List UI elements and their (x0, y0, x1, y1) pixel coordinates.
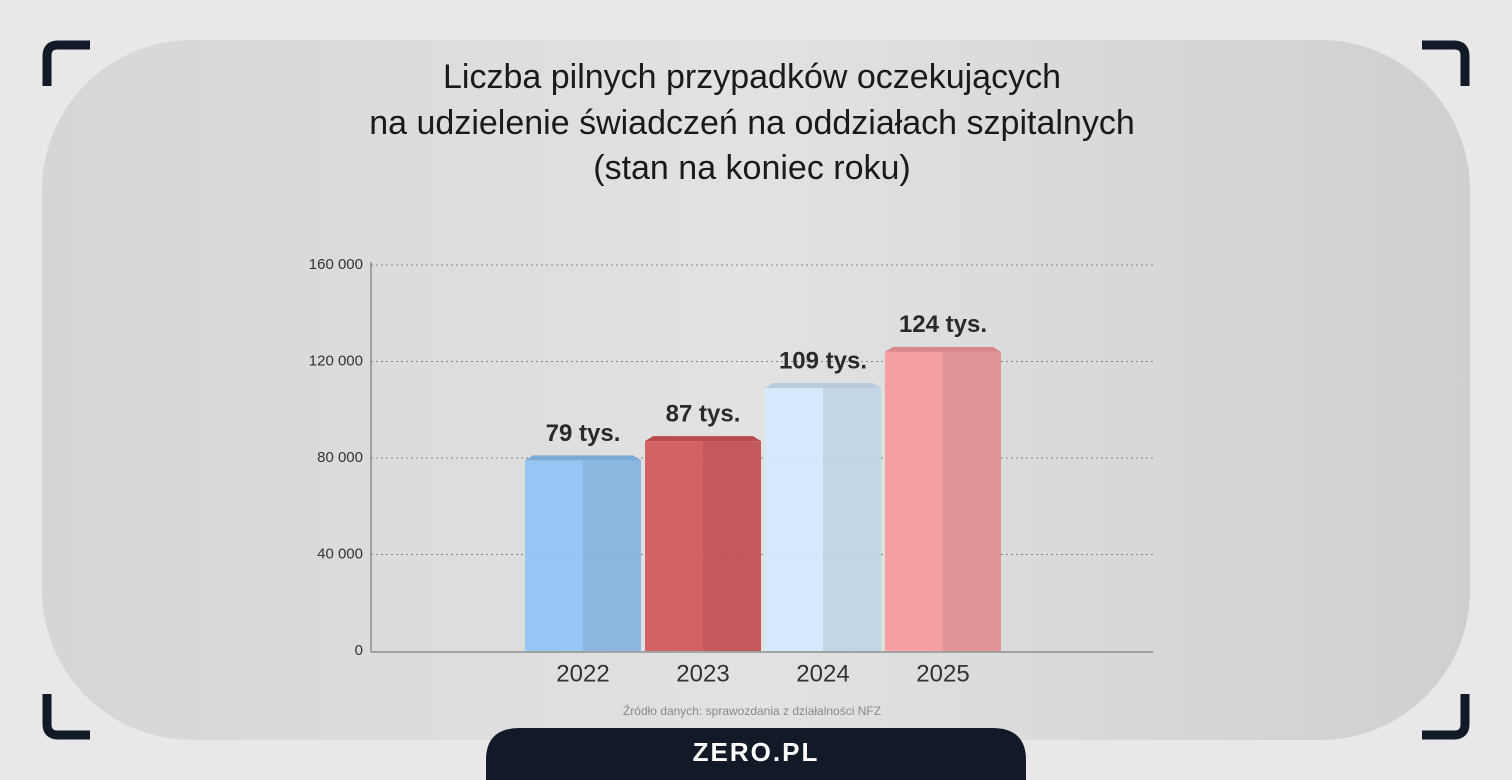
bar (525, 460, 641, 651)
bar-top (525, 455, 641, 461)
bar-top (885, 346, 1001, 352)
y-tick-label: 120 000 (309, 352, 363, 369)
bar (885, 351, 1001, 651)
source-note: Źródło danych: sprawozdania z działalnoś… (623, 703, 881, 718)
value-label: 87 tys. (666, 400, 741, 427)
x-tick-label: 2024 (796, 660, 849, 687)
value-label: 124 tys. (899, 311, 987, 338)
value-label: 79 tys. (546, 420, 621, 447)
chart-title: (stan na koniec roku) (593, 149, 911, 187)
brand-logo: ZERO.PL (693, 737, 820, 767)
bar-top-shade (765, 383, 881, 389)
x-tick-label: 2023 (676, 660, 729, 687)
y-tick-label: 40 000 (317, 545, 363, 562)
bar-shade (703, 441, 761, 651)
y-tick-label: 80 000 (317, 449, 363, 466)
value-label: 109 tys. (779, 347, 867, 374)
bar (765, 388, 881, 651)
chart-title: na udzielenie świadczeń na oddziałach sz… (369, 104, 1134, 142)
bar-shade (823, 388, 881, 651)
x-tick-label: 2025 (916, 660, 969, 687)
chart-title: Liczba pilnych przypadków oczekujących (443, 58, 1061, 96)
bar-top-shade (645, 436, 761, 442)
bar-top-shade (885, 346, 1001, 352)
corner-brackets (42, 40, 1470, 740)
bar-shade (943, 351, 1001, 651)
bar-shade (583, 460, 641, 651)
bar-top-shade (525, 455, 641, 461)
y-tick-label: 160 000 (309, 256, 363, 273)
bar-top (765, 383, 881, 389)
bar-top (645, 436, 761, 442)
photo-panel (42, 40, 1470, 740)
bar (645, 441, 761, 651)
y-tick-label: 0 (355, 642, 363, 659)
x-tick-label: 2022 (556, 660, 609, 687)
brand-tab (486, 728, 1026, 780)
